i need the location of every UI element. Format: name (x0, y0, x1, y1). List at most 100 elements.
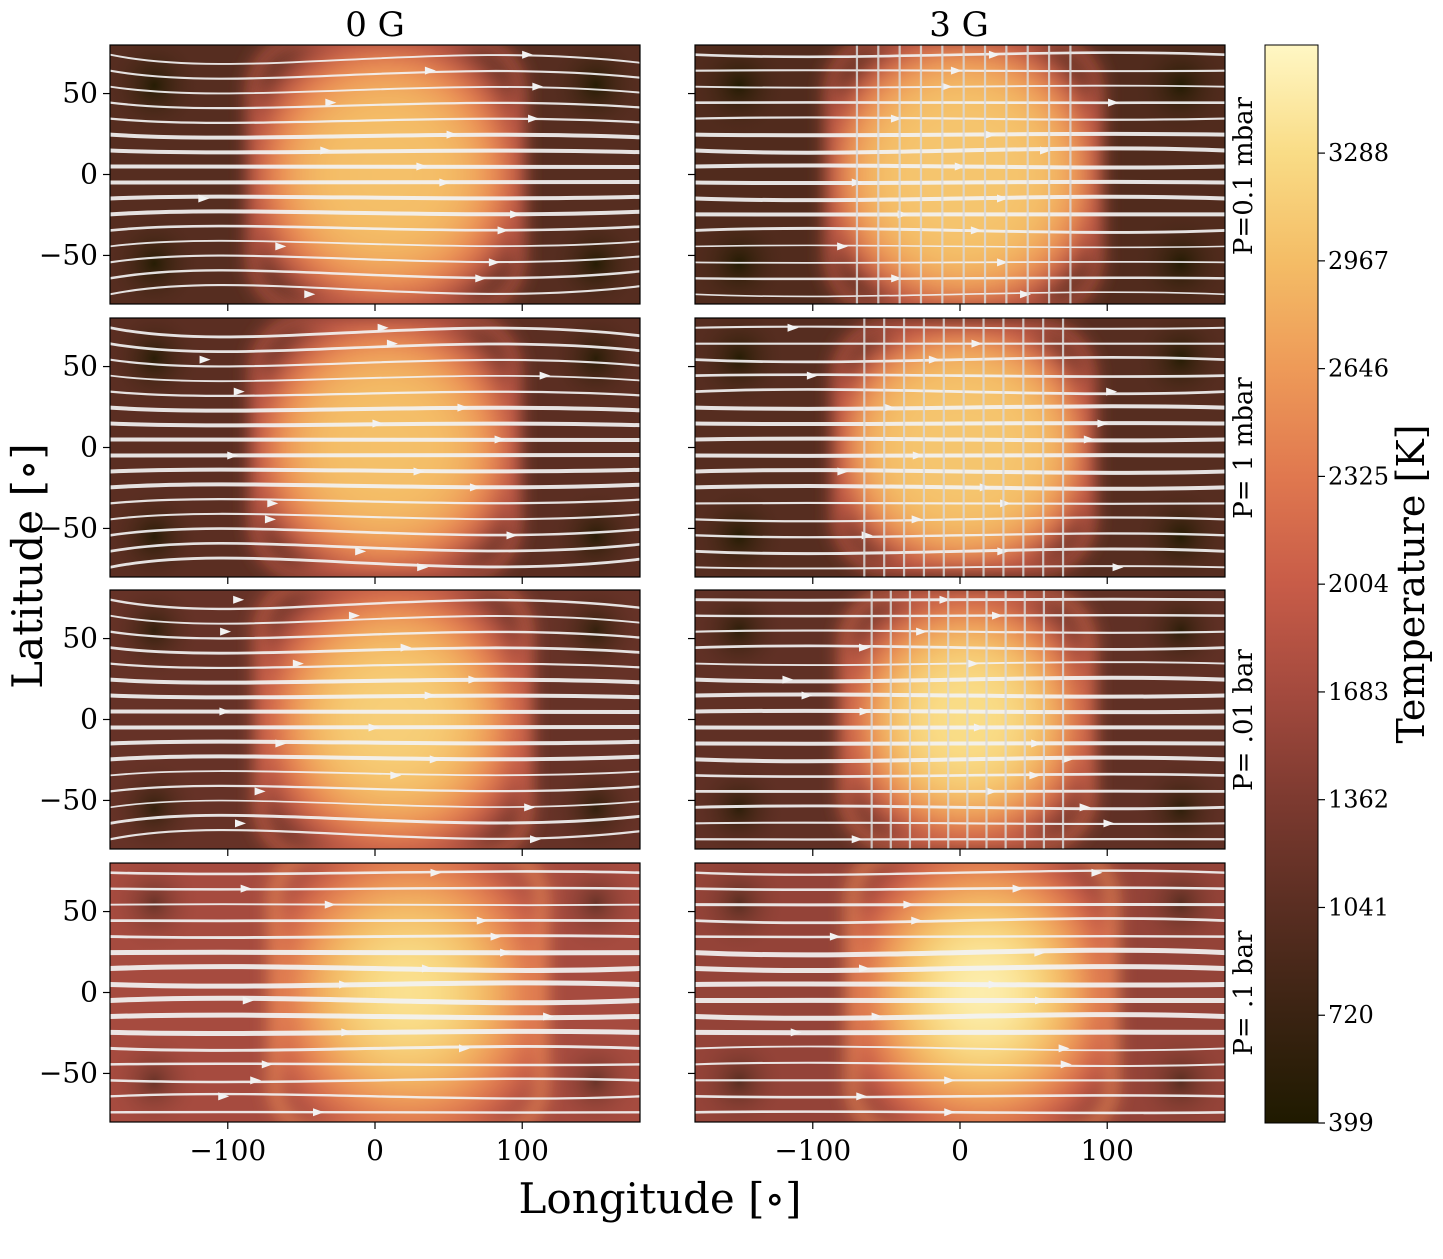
x-tick-label: 100 (1080, 1134, 1133, 1167)
y-tick-label: 0 (80, 158, 98, 191)
panel-3 (688, 317, 1226, 584)
streamline-arrow (304, 290, 316, 299)
streamlines (695, 318, 1225, 577)
streamline (695, 179, 1225, 186)
streamline-arrow (912, 451, 924, 460)
cold-region (695, 1029, 787, 1122)
streamline-arrow (1079, 803, 1091, 812)
streamline-arrow (1012, 884, 1024, 893)
colorbar-tick-label: 2646 (1328, 355, 1389, 383)
streamline (695, 484, 1225, 491)
streamline-arrow (1097, 419, 1109, 428)
streamline-arrow (528, 114, 540, 123)
dayside-hot-region (264, 590, 523, 849)
streamline-arrow (928, 355, 940, 364)
streamline-arrow (458, 1044, 470, 1053)
streamline (695, 1110, 1225, 1115)
cold-region (548, 45, 640, 138)
streamline (695, 565, 1225, 570)
streamline (110, 662, 640, 669)
streamline-arrow (339, 980, 351, 989)
column-title-0g: 0 G (345, 5, 405, 45)
streamline (695, 1012, 1225, 1021)
streamline (695, 981, 1225, 988)
streamline-arrow (530, 835, 542, 844)
streamline-arrow (250, 1076, 262, 1085)
x-axis-label: Longitude [∘] (519, 1174, 802, 1223)
cold-region (1133, 318, 1225, 411)
streamline (695, 226, 1225, 234)
x-tick-label: 0 (366, 1134, 384, 1167)
cold-region (110, 1029, 202, 1122)
streamline (695, 516, 1225, 523)
y-tick-label: 0 (80, 431, 98, 464)
streamline-arrow (903, 900, 915, 909)
cold-region (548, 863, 640, 956)
streamline (695, 613, 1225, 618)
cold-region (695, 45, 787, 138)
streamline-arrow (997, 258, 1009, 267)
streamline (110, 69, 640, 80)
streamline-arrow (1108, 98, 1120, 107)
colorbar-tick-label: 399 (1328, 1109, 1374, 1137)
streamline-arrow (218, 1092, 230, 1101)
streamline-arrow (421, 964, 433, 973)
streamline-arrow (890, 114, 902, 123)
streamline (695, 1029, 1225, 1036)
streamline (695, 532, 1225, 539)
streamline (110, 437, 640, 443)
row-labels: P=0.1 mbar P= 1 mbar P= .01 bar P= .1 ba… (1229, 96, 1259, 1055)
streamline-arrow (430, 868, 442, 877)
colorbar-label: Temperature [K] (1389, 424, 1433, 743)
colorbar-tick-label: 3288 (1328, 139, 1389, 167)
streamline (695, 1094, 1225, 1099)
streamline-arrow (488, 258, 500, 267)
y-axis-label: Latitude [∘] (3, 443, 52, 689)
streamline-arrow (198, 194, 210, 203)
streamline (110, 209, 640, 217)
streamline (110, 870, 640, 876)
streamlines (110, 323, 640, 572)
streamline (110, 1044, 640, 1052)
streamline-arrow (856, 1092, 868, 1101)
streamline-arrow (859, 643, 871, 652)
streamline-arrow (543, 1012, 555, 1021)
streamline (110, 164, 640, 170)
streamline (110, 467, 640, 474)
streamline (110, 1012, 640, 1021)
streamline (110, 224, 640, 232)
streamline-arrow (469, 483, 481, 492)
streamline-arrow (312, 1108, 324, 1117)
streamline-arrow (944, 1076, 956, 1085)
streamline (110, 677, 640, 685)
colorbar: 399 720 1041 1362 1683 2004 2325 2646 2967 3288 T… (1264, 44, 1433, 1137)
streamline-arrow (939, 595, 951, 604)
streamline-arrow (275, 242, 287, 251)
streamline (110, 739, 640, 746)
streamline-arrow (941, 82, 953, 91)
streamline (695, 1061, 1225, 1068)
streamline (110, 934, 640, 939)
x-tick-label: −100 (189, 1134, 266, 1167)
streamline-arrow (871, 1012, 883, 1021)
streamline-arrow (532, 82, 544, 91)
streamline-arrow (355, 547, 367, 556)
streamline-arrow (390, 771, 402, 780)
streamline-arrow (883, 403, 895, 412)
streamline-arrow (219, 707, 231, 716)
y-tick-label: 50 (62, 77, 98, 110)
streamline (695, 772, 1225, 778)
streamline-arrow (261, 1060, 273, 1069)
streamline (110, 1028, 640, 1036)
streamline-arrow (988, 50, 1000, 59)
streamline (695, 869, 1225, 876)
streamline-arrow (424, 691, 436, 700)
streamline (695, 755, 1225, 764)
panel-2: 50 0 −50 (39, 317, 641, 584)
streamline (110, 646, 640, 655)
streamline-arrow (916, 627, 928, 636)
streamline (110, 53, 640, 65)
streamline-arrow (227, 451, 239, 460)
streamline (110, 799, 640, 809)
